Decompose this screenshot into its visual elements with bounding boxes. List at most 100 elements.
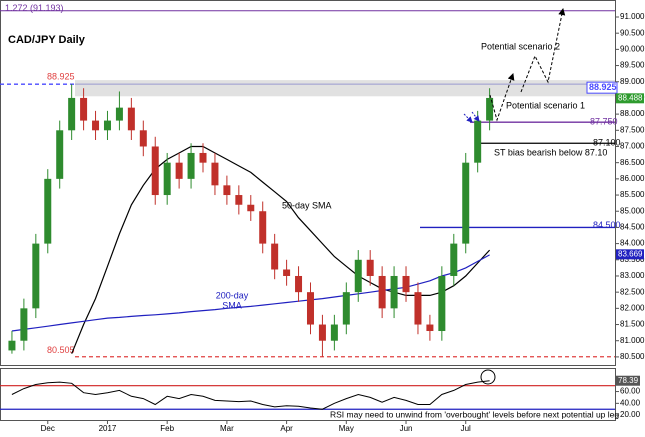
candle-body xyxy=(68,97,76,131)
x-tick-label: Dec xyxy=(41,424,55,433)
candle-body xyxy=(175,162,183,179)
y-tick-label: 85.000 xyxy=(620,206,645,215)
chart-title: CAD/JPY Daily xyxy=(8,34,86,46)
candle-body xyxy=(318,324,326,341)
rsi-tick-label: 20.00 xyxy=(620,410,641,419)
level-label: 87.100 xyxy=(593,138,621,148)
rsi-panel xyxy=(0,368,616,421)
price-label-box xyxy=(616,93,644,104)
y-tick-label: 89.500 xyxy=(620,61,645,70)
y-tick-label: 87.000 xyxy=(620,142,645,151)
candle-body xyxy=(271,243,279,270)
x-tick-label: Mar xyxy=(220,424,234,433)
price-label: 83.669 xyxy=(618,249,643,258)
sma-line xyxy=(11,254,490,332)
annotation: 200-day xyxy=(216,290,249,300)
y-tick-label: 81.000 xyxy=(620,336,645,345)
candle-body xyxy=(402,275,410,293)
candle-body xyxy=(378,275,386,309)
y-tick-label: 90.000 xyxy=(620,44,645,53)
price-label: 88.488 xyxy=(618,93,643,102)
candle-body xyxy=(163,162,171,196)
level-label: 88.925 xyxy=(589,82,617,92)
candle-body xyxy=(211,162,219,186)
y-tick-label: 89.000 xyxy=(620,77,645,86)
candle-body xyxy=(474,120,482,163)
candle-body xyxy=(151,146,159,196)
rsi-last-label: 78.39 xyxy=(618,376,639,385)
x-tick-label: 2017 xyxy=(99,424,117,433)
candle-body xyxy=(390,275,398,309)
y-tick-label: 83.500 xyxy=(620,255,645,264)
candle-body xyxy=(56,130,64,179)
x-tick-label: May xyxy=(339,424,354,433)
candle-body xyxy=(187,152,195,179)
rsi-line xyxy=(11,380,490,410)
y-tick-label: 91.000 xyxy=(620,12,645,21)
candle-body xyxy=(259,211,267,244)
candle-body xyxy=(80,97,88,121)
candle-body xyxy=(342,292,350,325)
level-label: 88.925 xyxy=(47,72,75,82)
y-tick-label: 87.500 xyxy=(620,125,645,134)
annotation: ST bias bearish below 87.10 xyxy=(494,147,607,157)
y-tick-label: 83.000 xyxy=(620,271,645,280)
y-tick-label: 90.500 xyxy=(620,28,645,37)
candle-body xyxy=(199,152,207,163)
candle-body xyxy=(223,185,231,196)
rsi-tick-label: 60.00 xyxy=(620,387,641,396)
candle-body xyxy=(283,269,291,276)
y-tick-label: 84.000 xyxy=(620,239,645,248)
candle-body xyxy=(92,120,100,131)
resistance-zone xyxy=(75,80,615,97)
candle-body xyxy=(8,340,16,351)
candle-body xyxy=(127,107,135,131)
candle-body xyxy=(330,324,338,341)
x-tick-label: Feb xyxy=(160,424,174,433)
scenario-arrow xyxy=(489,73,515,122)
y-tick-label: 81.500 xyxy=(620,320,645,329)
candle-body xyxy=(414,292,422,325)
candle-body xyxy=(20,308,28,341)
candle-body xyxy=(354,259,362,293)
level-label: 80.505 xyxy=(47,345,75,355)
candle-body xyxy=(438,275,446,332)
level-label: 87.750 xyxy=(590,117,618,127)
candle-body xyxy=(32,243,40,309)
annotation: Potential scenario 2 xyxy=(481,41,560,51)
candle-body xyxy=(103,120,111,131)
candle-body xyxy=(247,204,255,212)
highlight-circle xyxy=(480,369,496,385)
annotation: SMA xyxy=(222,300,242,310)
y-tick-label: 88.000 xyxy=(620,109,645,118)
annotation: Potential scenario 1 xyxy=(506,100,585,110)
level-label: 1.272 (91.193) xyxy=(5,3,64,13)
y-tick-label: 86.500 xyxy=(620,158,645,167)
rsi-last-box xyxy=(616,375,640,386)
candle-body xyxy=(44,178,52,244)
annotation: RSI may need to unwind from 'overbought'… xyxy=(330,409,619,419)
y-tick-label: 86.000 xyxy=(620,174,645,183)
candle-body xyxy=(295,275,303,293)
level-label: 84.500 xyxy=(593,220,621,230)
candle-body xyxy=(306,292,314,325)
candle-body xyxy=(426,324,434,332)
y-tick-label: 85.500 xyxy=(620,190,645,199)
candle-body xyxy=(115,107,123,121)
level-label-box xyxy=(586,81,618,94)
y-tick-label: 82.000 xyxy=(620,303,645,312)
rsi-tick-label: 40.00 xyxy=(620,398,641,407)
candle-body xyxy=(235,195,243,205)
x-tick-label: Jul xyxy=(461,424,471,433)
x-tick-label: Apr xyxy=(280,424,293,433)
arrow xyxy=(471,111,480,122)
y-tick-label: 82.500 xyxy=(620,287,645,296)
arrow xyxy=(463,113,473,123)
candle-body xyxy=(462,162,470,244)
candle-body xyxy=(486,97,494,121)
annotation: 50-day SMA xyxy=(282,200,332,210)
y-tick-label: 80.500 xyxy=(620,352,645,361)
y-tick-label: 84.500 xyxy=(620,223,645,232)
candle-body xyxy=(366,259,374,276)
